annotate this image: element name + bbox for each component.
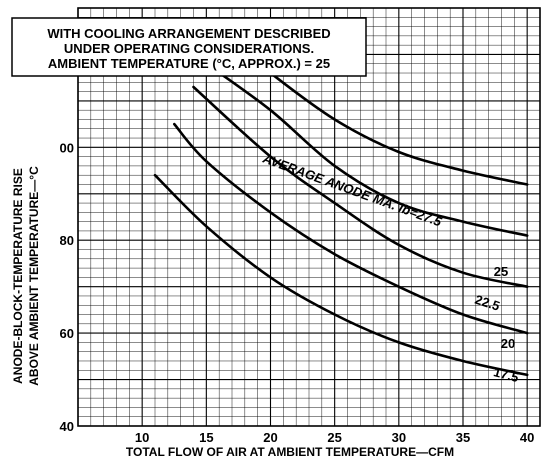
y-tick-label: 40 <box>60 419 74 434</box>
y-axis-label-line-2: ABOVE AMBIENT TEMPERATURE—°C <box>27 166 41 386</box>
curve-label-27-5: AVERAGE ANODE MA. Ib=27.5 <box>260 150 444 229</box>
plot-frame <box>77 7 541 427</box>
x-tick-label: 35 <box>456 430 470 445</box>
note-line-2: UNDER OPERATING CONSIDERATIONS. <box>64 41 314 56</box>
x-tick-label: 25 <box>327 430 341 445</box>
curve-label-25: 25 <box>494 264 508 279</box>
series-line-25 <box>205 62 529 237</box>
x-tick-label: 20 <box>263 430 277 445</box>
curve-label-17-5: 17.5 <box>492 364 520 385</box>
curve-label-22-5: 22.5 <box>473 292 502 314</box>
x-axis-label: TOTAL FLOW OF AIR AT AMBIENT TEMPERATURE… <box>126 445 454 459</box>
y-tick-label: 80 <box>60 233 74 248</box>
note-box <box>11 17 367 77</box>
y-axis-label-line-1: ANODE-BLOCK-TEMPERATURE RISE <box>11 168 25 384</box>
x-tick-label: 15 <box>199 430 213 445</box>
series-line-20 <box>173 122 529 335</box>
curve-label-20: 20 <box>501 336 515 351</box>
y-tick-label: 60 <box>60 326 74 341</box>
series-line-17-5 <box>153 173 529 377</box>
note-line-3: AMBIENT TEMPERATURE (°C, APPROX.) = 25 <box>48 56 330 71</box>
x-tick-label: 10 <box>135 430 149 445</box>
series-line-22-5 <box>192 85 529 288</box>
x-tick-label: 30 <box>392 430 406 445</box>
note-line-1: WITH COOLING ARRANGEMENT DESCRIBED <box>47 26 330 41</box>
y-label-box <box>2 134 60 426</box>
chart-curves <box>153 39 529 377</box>
x-tick-label: 40 <box>520 430 534 445</box>
